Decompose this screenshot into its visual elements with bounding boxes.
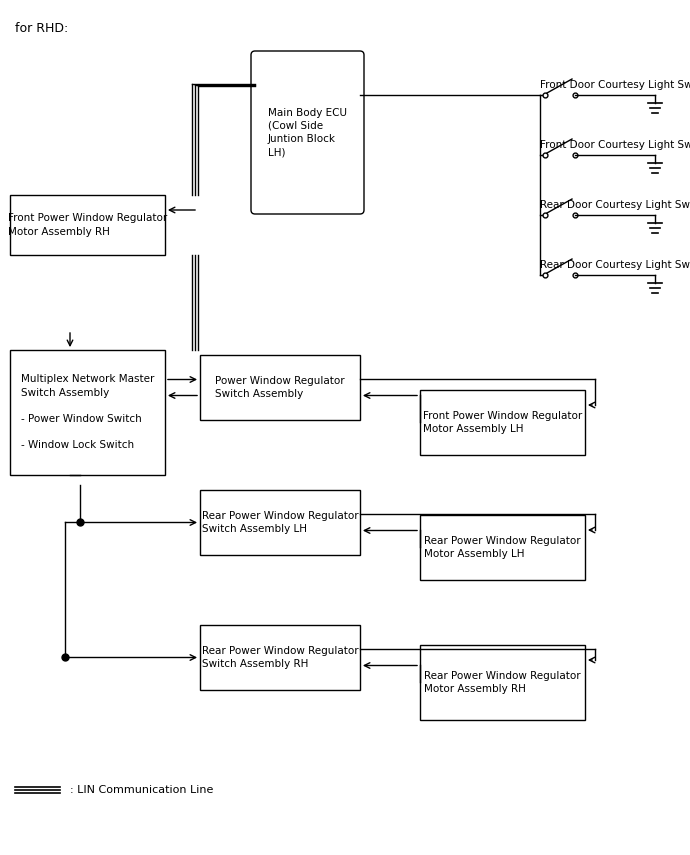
FancyBboxPatch shape: [10, 195, 165, 255]
FancyBboxPatch shape: [200, 355, 360, 420]
FancyBboxPatch shape: [420, 645, 585, 720]
Text: : LIN Communication Line: : LIN Communication Line: [70, 785, 213, 795]
Text: Front Power Window Regulator
Motor Assembly LH: Front Power Window Regulator Motor Assem…: [423, 411, 582, 434]
FancyBboxPatch shape: [200, 490, 360, 555]
Text: Rear Power Window Regulator
Motor Assembly RH: Rear Power Window Regulator Motor Assemb…: [424, 671, 581, 694]
Text: Rear Door Courtesy Light Switch LH: Rear Door Courtesy Light Switch LH: [540, 200, 690, 210]
Text: Rear Power Window Regulator
Motor Assembly LH: Rear Power Window Regulator Motor Assemb…: [424, 536, 581, 559]
Text: Front Door Courtesy Light Switch LH: Front Door Courtesy Light Switch LH: [540, 80, 690, 90]
FancyBboxPatch shape: [251, 51, 364, 214]
Text: Power Window Regulator
Switch Assembly: Power Window Regulator Switch Assembly: [215, 376, 345, 399]
Text: Front Door Courtesy Light Switch RH: Front Door Courtesy Light Switch RH: [540, 140, 690, 150]
Text: for RHD:: for RHD:: [15, 22, 68, 35]
FancyBboxPatch shape: [200, 625, 360, 690]
Text: Rear Power Window Regulator
Switch Assembly RH: Rear Power Window Regulator Switch Assem…: [201, 646, 358, 669]
Text: Rear Power Window Regulator
Switch Assembly LH: Rear Power Window Regulator Switch Assem…: [201, 511, 358, 534]
Text: Rear Door Courtesy Light Switch RH: Rear Door Courtesy Light Switch RH: [540, 260, 690, 270]
FancyBboxPatch shape: [420, 390, 585, 455]
FancyBboxPatch shape: [10, 350, 165, 475]
Text: Main Body ECU
(Cowl Side
Juntion Block
LH): Main Body ECU (Cowl Side Juntion Block L…: [268, 108, 347, 157]
FancyBboxPatch shape: [420, 515, 585, 580]
Text: Front Power Window Regulator
Motor Assembly RH: Front Power Window Regulator Motor Assem…: [8, 214, 167, 237]
Text: Multiplex Network Master
Switch Assembly

- Power Window Switch

- Window Lock S: Multiplex Network Master Switch Assembly…: [21, 374, 154, 451]
